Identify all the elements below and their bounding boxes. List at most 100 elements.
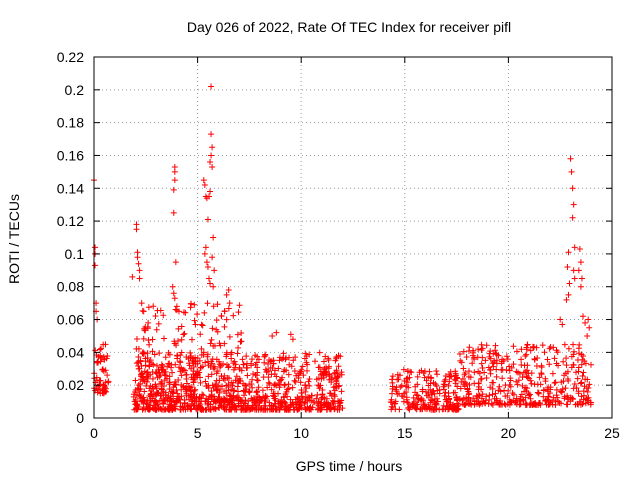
data-point [531, 356, 538, 363]
data-point [461, 383, 468, 390]
data-point [553, 392, 560, 399]
data-point [524, 374, 531, 381]
data-point [571, 275, 578, 282]
y-tick-label: 0.06 [57, 312, 84, 328]
data-point [185, 403, 192, 410]
data-point [146, 385, 153, 392]
data-point [306, 394, 313, 401]
data-point [485, 364, 492, 371]
data-point [423, 392, 430, 399]
data-point [457, 357, 464, 364]
data-point [469, 360, 476, 367]
data-point [513, 348, 520, 355]
data-point [216, 361, 223, 368]
data-point [94, 358, 101, 365]
data-point [493, 397, 500, 404]
data-point [289, 399, 296, 406]
data-point [149, 336, 156, 343]
data-point [460, 365, 467, 372]
data-point [203, 259, 210, 266]
data-point [446, 378, 453, 385]
data-point [192, 370, 199, 377]
data-point [482, 357, 489, 364]
data-point [162, 354, 169, 361]
data-point [578, 275, 585, 282]
data-point [248, 405, 255, 412]
data-point [275, 390, 282, 397]
data-point [97, 346, 104, 353]
data-point [403, 383, 410, 390]
data-point [171, 338, 178, 345]
data-point [200, 392, 207, 399]
data-point [223, 361, 230, 368]
data-point [150, 303, 157, 310]
data-point [221, 340, 228, 347]
data-point [580, 352, 587, 359]
data-point [201, 250, 208, 257]
data-point [132, 398, 139, 405]
data-point [582, 360, 589, 367]
data-point [236, 377, 243, 384]
data-point [447, 372, 454, 379]
data-point [301, 400, 308, 407]
data-point [570, 267, 577, 274]
data-point [230, 312, 237, 319]
data-point [489, 379, 496, 386]
data-point [569, 214, 576, 221]
data-point [156, 369, 163, 376]
data-point [502, 382, 509, 389]
data-point [325, 365, 332, 372]
data-point [428, 390, 435, 397]
data-point [142, 324, 149, 331]
data-point [487, 355, 494, 362]
data-point [452, 389, 459, 396]
data-point [149, 375, 156, 382]
data-point [510, 361, 517, 368]
data-point [133, 345, 140, 352]
data-point [577, 259, 584, 266]
data-point [233, 373, 240, 380]
data-point [490, 363, 497, 370]
data-point [152, 397, 159, 404]
data-point [241, 388, 248, 395]
data-point [150, 361, 157, 368]
data-point [445, 390, 452, 397]
data-point [389, 373, 396, 380]
data-point [510, 391, 517, 398]
data-point [95, 353, 102, 360]
data-point [410, 394, 417, 401]
data-point [102, 367, 109, 374]
data-point [306, 375, 313, 382]
data-point [221, 377, 228, 384]
data-point [140, 349, 147, 356]
data-point [326, 371, 333, 378]
data-point [92, 244, 99, 251]
data-point [209, 254, 216, 261]
data-point [277, 377, 284, 384]
data-point [263, 369, 270, 376]
data-point [415, 396, 422, 403]
data-point [145, 405, 152, 412]
data-point [452, 406, 459, 413]
data-point [520, 397, 527, 404]
data-point [501, 387, 508, 394]
data-point [225, 287, 232, 294]
data-point [563, 296, 570, 303]
data-point [253, 359, 260, 366]
data-point [104, 353, 111, 360]
data-point [585, 316, 592, 323]
data-point [92, 262, 99, 269]
data-point [537, 401, 544, 408]
data-point [330, 384, 337, 391]
data-point [518, 361, 525, 368]
data-point [295, 374, 302, 381]
data-point [406, 406, 413, 413]
data-point [133, 226, 140, 233]
data-point [515, 377, 522, 384]
data-point [209, 325, 216, 332]
data-point [198, 345, 205, 352]
data-point [525, 370, 532, 377]
data-point [140, 335, 147, 342]
data-point [214, 386, 221, 393]
data-point [513, 395, 520, 402]
